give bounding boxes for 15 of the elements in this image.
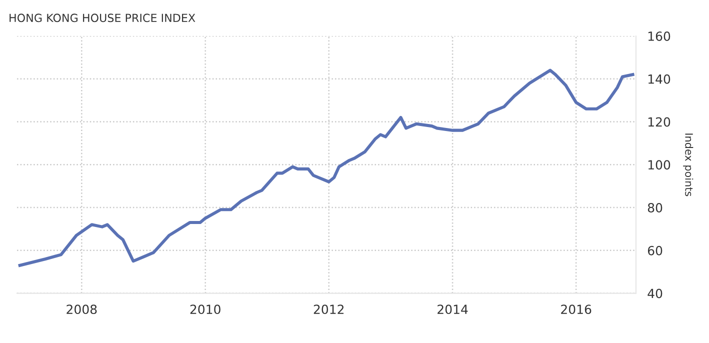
x-tick-label: 2016 <box>561 304 592 314</box>
y-tick-label: 160 <box>648 31 670 41</box>
x-tick-label: 2012 <box>314 304 344 314</box>
y-tick-label: 100 <box>648 160 670 170</box>
x-tick-label: 2014 <box>438 304 468 314</box>
x-tick-label: 2010 <box>190 304 220 314</box>
y-tick-label: 40 <box>648 288 662 298</box>
y-axis-title: Index points <box>683 134 694 196</box>
y-tick-label: 80 <box>648 202 662 212</box>
x-tick-label: 2008 <box>66 304 97 314</box>
line-series <box>18 68 634 267</box>
y-tick-label: 60 <box>648 246 662 256</box>
y-tick-label: 120 <box>648 117 670 127</box>
chart-title: HONG KONG HOUSE PRICE INDEX <box>10 14 196 22</box>
y-tick-label: 140 <box>648 74 670 84</box>
